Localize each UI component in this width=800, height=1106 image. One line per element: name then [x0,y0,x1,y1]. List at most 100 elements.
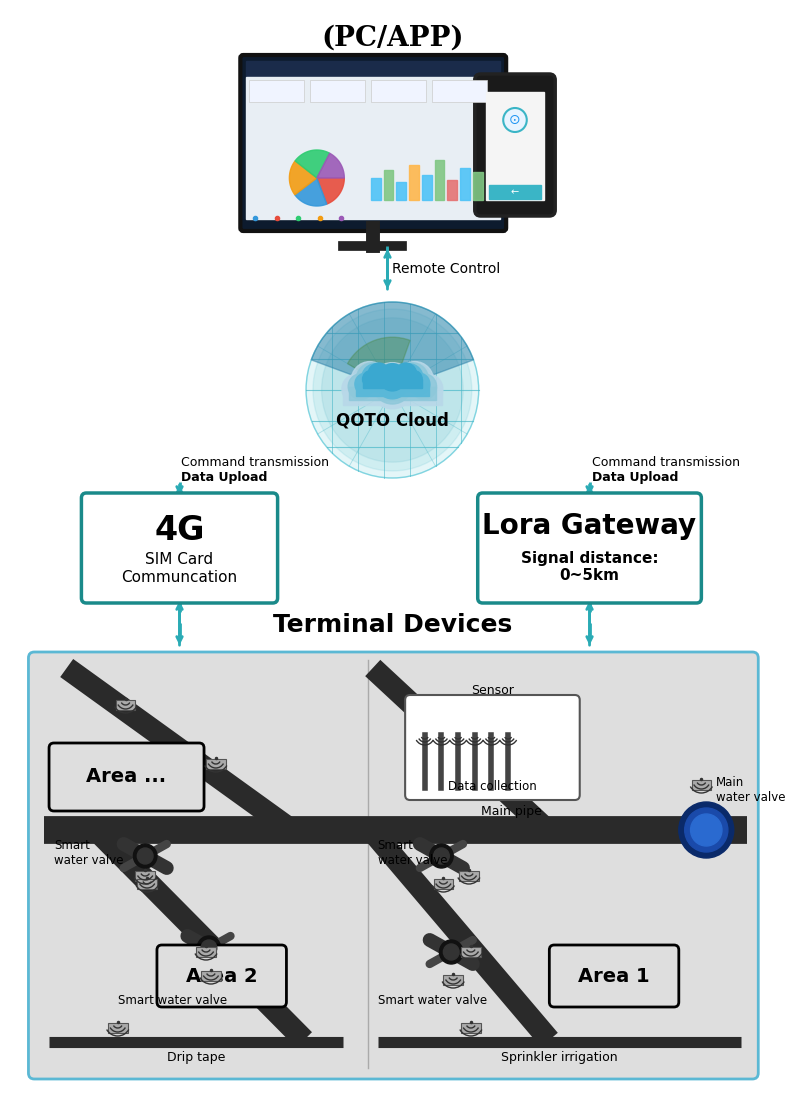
Circle shape [679,802,734,858]
Text: Remote Control: Remote Control [392,262,501,276]
Circle shape [356,363,389,396]
Bar [443,975,463,985]
Circle shape [197,936,221,960]
Circle shape [396,363,429,396]
Text: Main
water valve: Main water valve [716,776,786,804]
Bar [461,947,481,957]
Text: Smart water valve: Smart water valve [378,993,486,1006]
Text: Data collection: Data collection [448,781,537,793]
Bar [196,947,216,957]
Bar [108,1023,127,1033]
Circle shape [313,309,472,471]
Circle shape [134,844,157,868]
Bar [434,879,453,889]
Circle shape [411,374,437,399]
Circle shape [201,940,217,956]
Circle shape [373,364,412,404]
Bar [206,759,226,769]
FancyBboxPatch shape [29,653,758,1079]
Circle shape [379,364,406,390]
FancyBboxPatch shape [240,55,506,231]
Circle shape [503,108,526,132]
Bar [201,971,221,981]
Bar [363,379,422,388]
Circle shape [351,362,388,399]
Text: Area 2: Area 2 [186,967,258,985]
Text: Command transmission: Command transmission [591,456,739,469]
FancyBboxPatch shape [474,74,555,216]
Text: 4G: 4G [154,513,205,546]
Text: Data Upload: Data Upload [591,471,678,484]
Circle shape [414,374,443,404]
Bar [249,80,304,102]
FancyBboxPatch shape [478,493,702,603]
Circle shape [443,945,459,960]
Polygon shape [317,154,344,178]
Polygon shape [317,178,344,205]
Bar [116,700,135,710]
Bar [135,872,155,881]
Text: Area 1: Area 1 [578,967,650,985]
Circle shape [362,364,390,392]
Circle shape [370,363,415,409]
Bar [356,384,429,396]
Wedge shape [347,337,410,390]
Text: Terminal Devices: Terminal Devices [273,613,512,637]
Circle shape [397,362,434,399]
Circle shape [348,374,374,399]
Bar [434,160,444,200]
FancyBboxPatch shape [550,945,679,1006]
Text: Lora Gateway: Lora Gateway [482,512,697,540]
FancyBboxPatch shape [82,493,278,603]
Circle shape [306,302,478,478]
Circle shape [322,317,463,462]
Text: (PC/APP): (PC/APP) [321,24,464,52]
Circle shape [362,371,380,388]
Bar [691,780,711,790]
Text: Main pipe: Main pipe [481,805,542,818]
Polygon shape [290,160,317,195]
Bar [383,170,394,200]
Polygon shape [295,178,326,206]
Circle shape [368,363,390,385]
Circle shape [430,844,453,868]
Bar [432,80,486,102]
Bar [460,168,470,200]
Circle shape [409,373,430,395]
Text: SIM Card: SIM Card [146,553,214,567]
Text: QOTO Cloud: QOTO Cloud [336,411,449,429]
Text: Signal distance:: Signal distance: [521,551,658,565]
Circle shape [375,365,410,399]
Circle shape [434,848,450,864]
Text: Smart
water valve: Smart water valve [54,839,123,867]
Bar [370,178,381,200]
Bar [489,185,542,199]
Bar [246,77,500,219]
Text: Command transmission: Command transmission [182,456,330,469]
Text: Communcation: Communcation [122,571,238,585]
FancyBboxPatch shape [157,945,286,1006]
Bar [246,61,500,77]
Bar [310,80,365,102]
Circle shape [439,940,463,964]
Text: Area ...: Area ... [86,768,166,786]
Text: 0~5km: 0~5km [559,568,619,584]
Text: Smart water valve: Smart water valve [118,993,227,1006]
FancyBboxPatch shape [49,743,204,811]
Bar [422,175,432,200]
Bar [349,387,436,400]
Bar [396,182,406,200]
Circle shape [690,814,722,846]
Text: Drip tape: Drip tape [167,1052,226,1064]
Text: Data Upload: Data Upload [182,471,268,484]
Circle shape [138,848,153,864]
FancyBboxPatch shape [405,695,580,800]
Bar [461,1023,481,1033]
Bar [370,80,426,102]
Circle shape [395,363,417,385]
Bar [486,92,545,200]
Text: ⊙: ⊙ [509,113,521,127]
Circle shape [395,364,423,392]
Circle shape [405,371,422,388]
Bar [409,165,419,200]
